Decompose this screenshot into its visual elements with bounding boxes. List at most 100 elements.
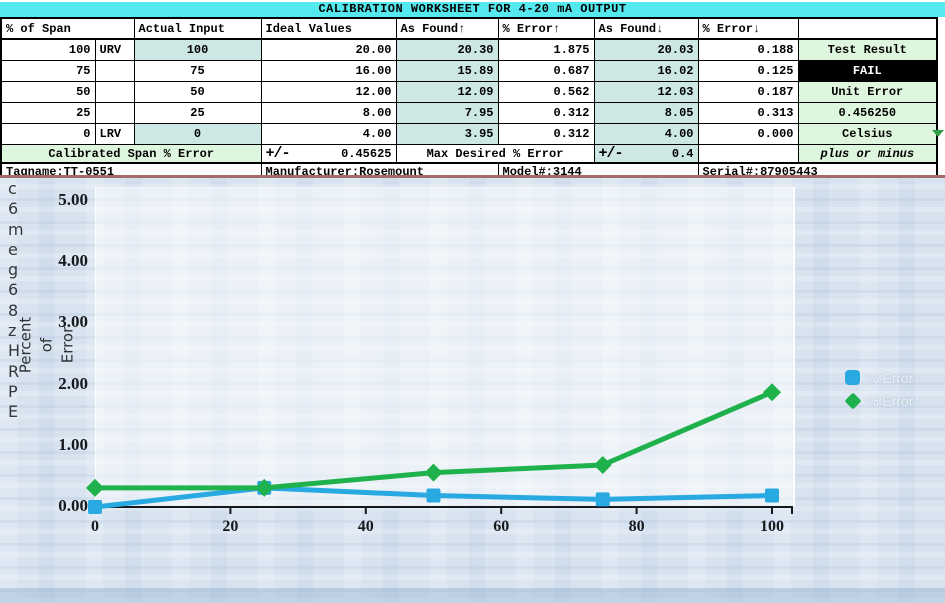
cell-ideal[interactable]: 4.00 [260, 123, 397, 145]
legend-diamond-marker-icon [844, 392, 862, 409]
y-tick-label: 5.00 [58, 190, 88, 209]
y-tick-label: 4.00 [58, 251, 88, 271]
column-header-error-down[interactable]: % Error↓ [697, 17, 799, 40]
cell-found-up[interactable]: 7.95 [395, 102, 499, 124]
column-header-error-up[interactable]: % Error↑ [497, 17, 595, 40]
cell-found-down[interactable]: 20.03 [593, 38, 699, 61]
chart-legend: % Error↓ % Error↑ [844, 366, 920, 412]
calibrated-span-error-cell[interactable]: +/- 0.45625 [260, 144, 397, 164]
cell-error-up[interactable]: 0.312 [497, 102, 595, 124]
column-header-span[interactable]: % of Span [0, 17, 135, 40]
cell-error-down[interactable]: 0.187 [697, 81, 799, 103]
legend-label: % Error↓ [866, 369, 921, 386]
x-tick-label: 0 [91, 518, 99, 535]
cell-input[interactable]: 25 [133, 102, 262, 124]
cell-span[interactable]: 50 [0, 81, 96, 103]
cell-found-down[interactable]: 16.02 [593, 60, 699, 82]
cell-found-up[interactable]: 15.89 [395, 60, 499, 82]
cell-ideal[interactable]: 20.00 [260, 38, 397, 61]
cell-ideal[interactable]: 8.00 [260, 102, 397, 124]
y-tick-label: 0.00 [58, 496, 88, 515]
table-row-100: 100 URV 100 20.00 20.30 1.875 20.03 0.18… [0, 38, 938, 61]
x-tick-label: 20 [222, 518, 239, 535]
column-header-actual-input[interactable]: Actual Input [133, 17, 262, 40]
legend-square-marker-icon [845, 370, 860, 385]
cell-error-down[interactable]: 0.188 [697, 38, 799, 61]
cell-span[interactable]: 75 [0, 60, 96, 82]
cell-unit-error-label[interactable]: Unit Error [797, 81, 938, 103]
x-tick-label: 100 [760, 518, 784, 535]
cell-tag-lrv[interactable]: LRV [94, 123, 135, 145]
cell-error-down[interactable]: 0.000 [697, 123, 799, 145]
column-header-ideal-values[interactable]: Ideal Values [260, 17, 397, 40]
test-result-fail-badge[interactable]: FAIL [797, 60, 938, 82]
x-tick-label: 60 [493, 518, 510, 535]
header-row: % of Span Actual Input Ideal Values As F… [0, 17, 938, 40]
cell-input[interactable]: 100 [133, 38, 262, 61]
table-row-50: 50 50 12.00 12.09 0.562 12.03 0.187 Unit… [0, 81, 938, 103]
calibration-table: % of Span Actual Input Ideal Values As F… [0, 17, 944, 182]
y-tick-label: 3.00 [58, 312, 88, 332]
cell-input[interactable]: 75 [133, 60, 262, 82]
y-tick-label: 1.00 [58, 434, 88, 454]
dropdown-arrow-icon[interactable] [932, 130, 944, 137]
y-tick-label: 2.00 [58, 373, 88, 393]
cell-span[interactable]: 100 [0, 38, 96, 61]
cell-test-result-label[interactable]: Test Result [797, 38, 938, 61]
plus-minus-symbol: +/- [598, 145, 624, 162]
column-header-as-found-up[interactable]: As Found↑ [395, 17, 499, 40]
legend-entry-error-down: % Error↓ [845, 366, 920, 389]
cell-found-down[interactable]: 12.03 [593, 81, 699, 103]
x-tick-label: 80 [628, 518, 645, 535]
cell-error-up[interactable]: 0.312 [497, 123, 595, 145]
cell-tag[interactable] [94, 60, 135, 82]
calibration-worksheet: CALIBRATION WORKSHEET FOR 4-20 mA OUTPUT… [0, 0, 945, 182]
cell-tag[interactable] [94, 81, 135, 103]
cell-error-down[interactable]: 0.313 [697, 102, 799, 124]
cell-tag[interactable] [94, 102, 135, 124]
x-tick-label: 40 [357, 518, 374, 535]
empty-cell[interactable] [697, 144, 799, 164]
column-header-side[interactable] [797, 17, 938, 40]
cell-ideal[interactable]: 16.00 [260, 60, 397, 82]
max-desired-error-value: 0.4 [671, 146, 694, 161]
cell-span[interactable]: 25 [0, 102, 96, 124]
table-bottom-divider [0, 175, 945, 178]
cell-found-up[interactable]: 12.09 [395, 81, 499, 103]
plus-or-minus-note[interactable]: plus or minus [797, 144, 938, 164]
column-header-as-found-down[interactable]: As Found↓ [593, 17, 699, 40]
cell-error-down[interactable]: 0.125 [697, 60, 799, 82]
summary-row: Calibrated Span % Error +/- 0.45625 Max … [0, 144, 938, 164]
cell-unit-error-value[interactable]: 0.456250 [797, 102, 938, 124]
cell-error-up[interactable]: 0.687 [497, 60, 595, 82]
calibrated-span-error-label[interactable]: Calibrated Span % Error [0, 144, 262, 164]
table-row-0: 0 LRV 0 4.00 3.95 0.312 4.00 0.000 Celsi… [0, 123, 944, 145]
cell-found-up[interactable]: 20.30 [395, 38, 499, 61]
cell-input[interactable]: 50 [133, 81, 262, 103]
calibrated-span-error-value: 0.45625 [341, 146, 392, 161]
cell-error-up[interactable]: 0.562 [497, 81, 595, 103]
worksheet-title: CALIBRATION WORKSHEET FOR 4-20 mA OUTPUT [0, 2, 945, 17]
cell-found-up[interactable]: 3.95 [395, 123, 499, 145]
table-row-75: 75 75 16.00 15.89 0.687 16.02 0.125 FAIL [0, 60, 938, 82]
error-line-chart [86, 383, 793, 514]
unit-select-value: Celsius [842, 127, 893, 141]
max-desired-error-label[interactable]: Max Desired % Error [395, 144, 595, 164]
cell-ideal[interactable]: 12.00 [260, 81, 397, 103]
max-desired-error-cell[interactable]: +/- 0.4 [593, 144, 699, 164]
plus-minus-symbol: +/- [265, 145, 291, 162]
unit-select-cell[interactable]: Celsius [797, 123, 944, 145]
cell-tag-urv[interactable]: URV [94, 38, 135, 61]
error-chart-region: c 6 m e g 6 8 z H R P E Percent of Error… [0, 178, 945, 603]
bottom-shade-strip [0, 588, 945, 603]
cell-input[interactable]: 0 [133, 123, 262, 145]
cell-found-down[interactable]: 8.05 [593, 102, 699, 124]
table-row-25: 25 25 8.00 7.95 0.312 8.05 0.313 0.45625… [0, 102, 938, 124]
left-overlay-text: c 6 m e g 6 8 z H R P E [8, 179, 24, 422]
cell-error-up[interactable]: 1.875 [497, 38, 595, 61]
legend-entry-error-up: % Error↑ [844, 389, 920, 412]
cell-span[interactable]: 0 [0, 123, 96, 145]
x-axis-labels: 0 20 40 60 80 100 [0, 518, 945, 542]
cell-found-down[interactable]: 4.00 [593, 123, 699, 145]
chart-plot-area [95, 187, 795, 507]
